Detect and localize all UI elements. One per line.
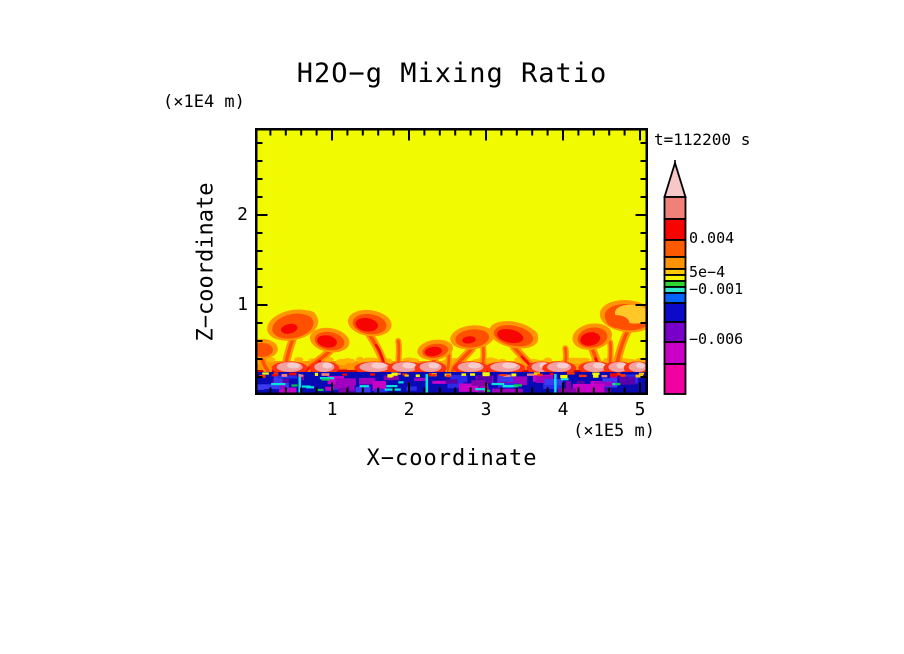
colorbar-segment [663,302,687,323]
colorbar-segment [663,256,687,270]
colorbar-arrow [663,160,687,198]
x-axis-unit: (×1E5 m) [573,421,655,441]
surface-band [255,372,648,395]
colorbar-segment [663,292,687,304]
colorbar-segment [663,363,687,395]
x-tick-label: 5 [634,399,646,420]
x-tick-label: 3 [480,399,492,420]
heatmap-plot [255,128,648,395]
z-axis-unit: (×1E4 m) [163,92,245,112]
colorbar-segment [663,321,687,343]
colorbar-segment [663,341,687,365]
x-tick-label: 4 [557,399,569,420]
colorbar [663,160,687,395]
plot-title: H2O−g Mixing Ratio [296,58,608,89]
colorbar-segment [663,196,687,220]
z-tick-label: 1 [237,294,248,315]
plot-frame [255,128,648,395]
pink-blobs [271,361,648,375]
x-tick-label: 1 [326,399,338,420]
colorbar-segment [663,218,687,241]
x-tick-label: 2 [403,399,415,420]
colorbar-label: 5e−4 [689,263,726,281]
colorbar-label: −0.006 [689,330,744,348]
colorbar-label: 0.004 [689,229,735,247]
x-axis-title: X−coordinate [366,446,538,471]
colorbar-label: −0.001 [689,280,744,298]
timestamp-label: t=112200 s [654,130,751,149]
z-tick-label: 2 [237,204,248,225]
colorbar-segment [663,239,687,258]
